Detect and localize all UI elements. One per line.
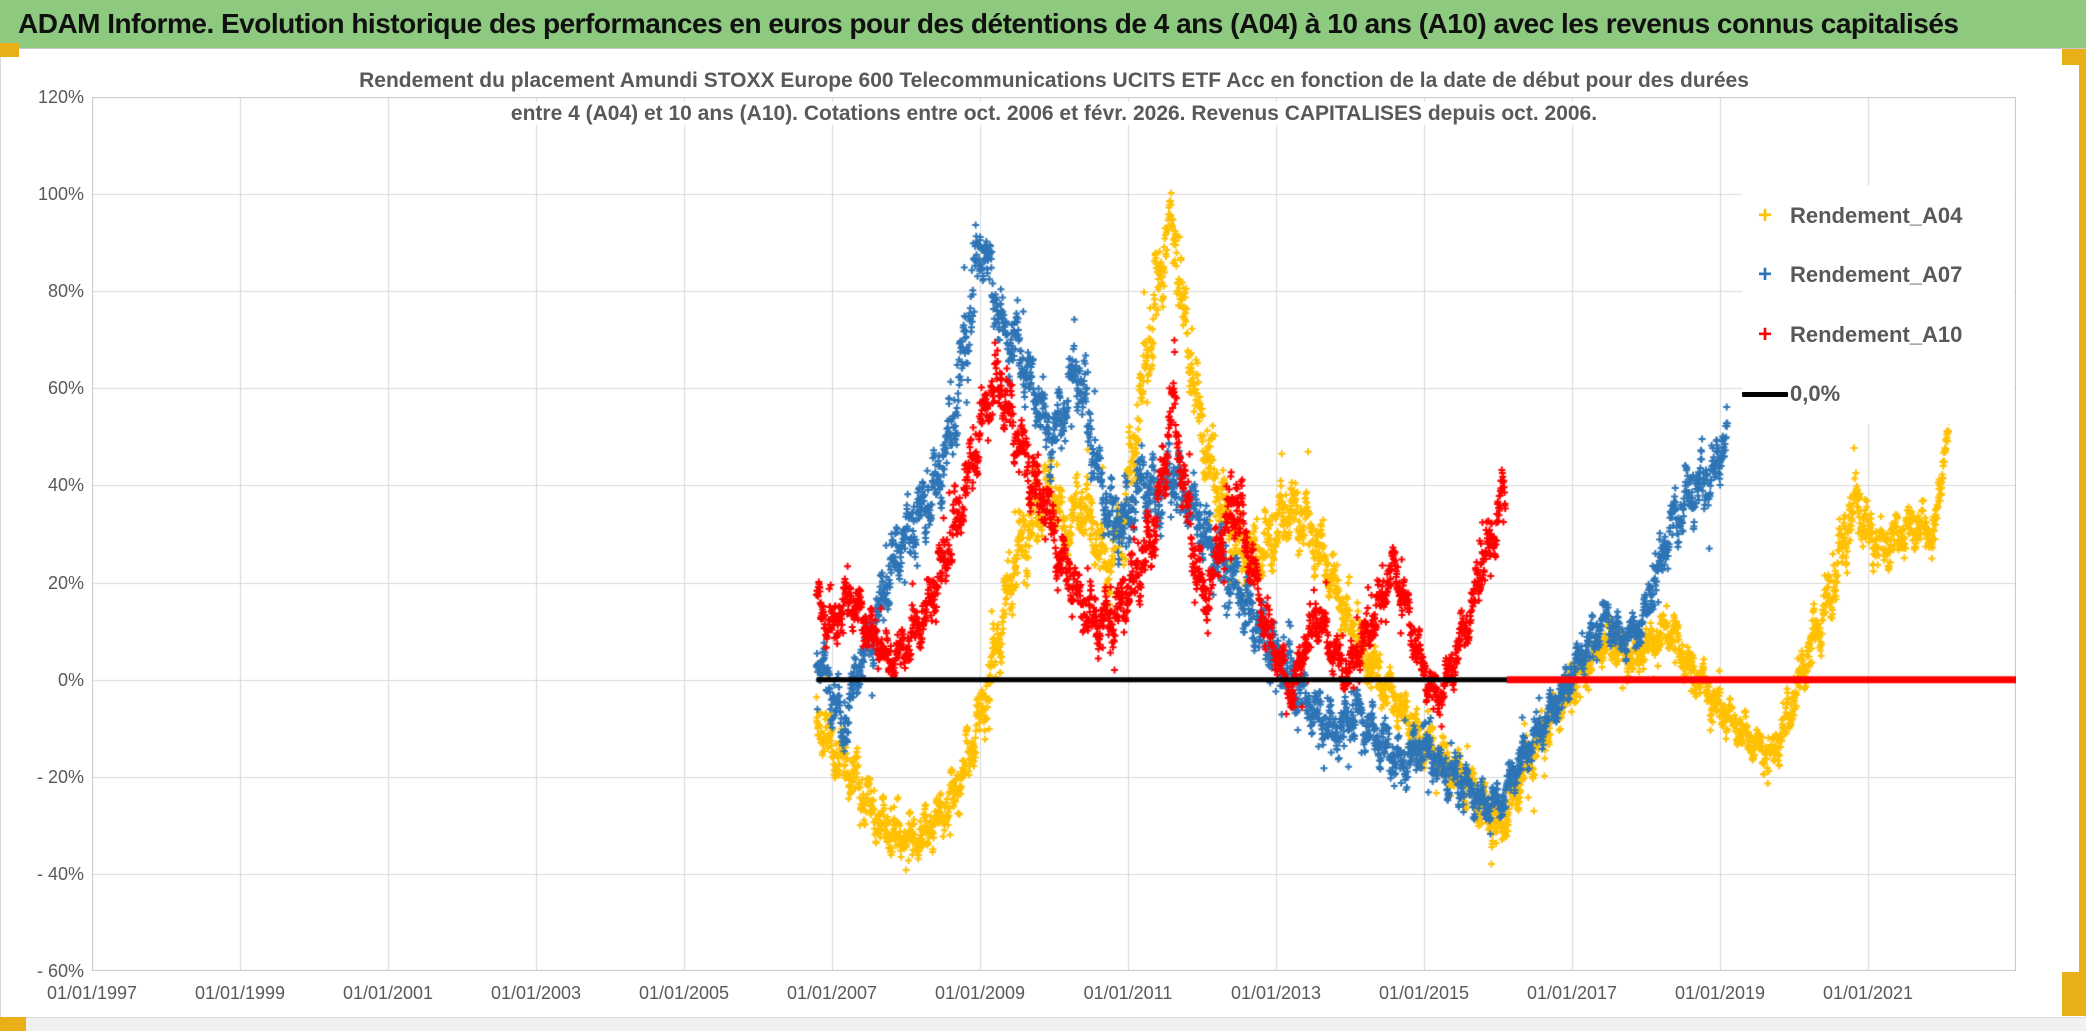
chart-subtitle: Rendement du placement Amundi STOXX Euro… [92,64,2016,130]
x-tick-label: 01/01/1999 [194,983,286,1003]
x-tick-label: 01/01/1997 [46,983,138,1003]
x-tick-label: 01/01/2021 [1822,983,1914,1003]
y-tick-label: 60% [47,378,84,399]
x-tick-label: 01/01/2001 [342,983,434,1003]
legend-label: Rendement_A10 [1790,321,1963,347]
y-tick-label: 40% [47,475,84,496]
chart-subtitle-line1: Rendement du placement Amundi STOXX Euro… [92,64,2016,97]
legend-line-swatch [1742,391,1788,397]
x-tick-label: 01/01/2017 [1526,983,1618,1003]
legend-label: 0,0% [1790,381,1841,407]
x-tick-label: 01/01/2005 [638,983,730,1003]
legend-item-rendement-a07: + Rendement_A07 [1742,249,2014,301]
accent-square-bottom-left [0,1017,26,1031]
y-tick-label: 80% [47,281,84,302]
scatter-plot-canvas [92,97,2016,971]
x-tick-label: 01/01/2011 [1083,983,1173,1003]
legend-item-rendement-a04: + Rendement_A04 [1742,190,2014,242]
footer-strip [0,1017,2086,1031]
x-tick-label: 01/01/2009 [934,983,1026,1003]
legend-label: Rendement_A04 [1790,202,1963,228]
legend-label: Rendement_A07 [1790,262,1963,288]
y-tick-label: 100% [37,184,84,205]
x-tick-label: 01/01/2015 [1378,983,1470,1003]
legend-plus-marker: + [1757,201,1772,229]
legend-plus-marker: + [1757,261,1772,289]
title-banner: ADAM Informe. Evolution historique des p… [0,0,2086,49]
y-tick-label: 20% [47,572,84,593]
chart-legend: + Rendement_A04 + Rendement_A07 + Rendement_A… [1742,186,2014,424]
x-tick-label: 01/01/2013 [1230,983,1322,1003]
y-tick-label: 120% [37,87,84,107]
y-tick-label: 0% [57,669,84,690]
accent-bar-right [2079,49,2086,1016]
page-title: ADAM Informe. Evolution historique des p… [18,8,1959,39]
chart-subtitle-line2: entre 4 (A04) et 10 ans (A10). Cotations… [92,97,2016,130]
x-tick-label: 01/01/2007 [786,983,878,1003]
y-tick-label: - 60% [36,961,84,981]
y-tick-label: - 40% [36,863,84,884]
accent-bracket-right-bottom [2062,972,2086,1016]
legend-plus-marker: + [1757,320,1772,348]
x-tick-label: 01/01/2003 [490,983,582,1003]
x-tick-label: 01/01/2019 [1674,983,1766,1003]
y-tick-label: - 20% [36,766,84,787]
legend-item-0-0-: 0,0% [1742,368,2014,420]
legend-item-rendement-a10: + Rendement_A10 [1742,309,2014,361]
accent-square-top-left [0,43,19,57]
